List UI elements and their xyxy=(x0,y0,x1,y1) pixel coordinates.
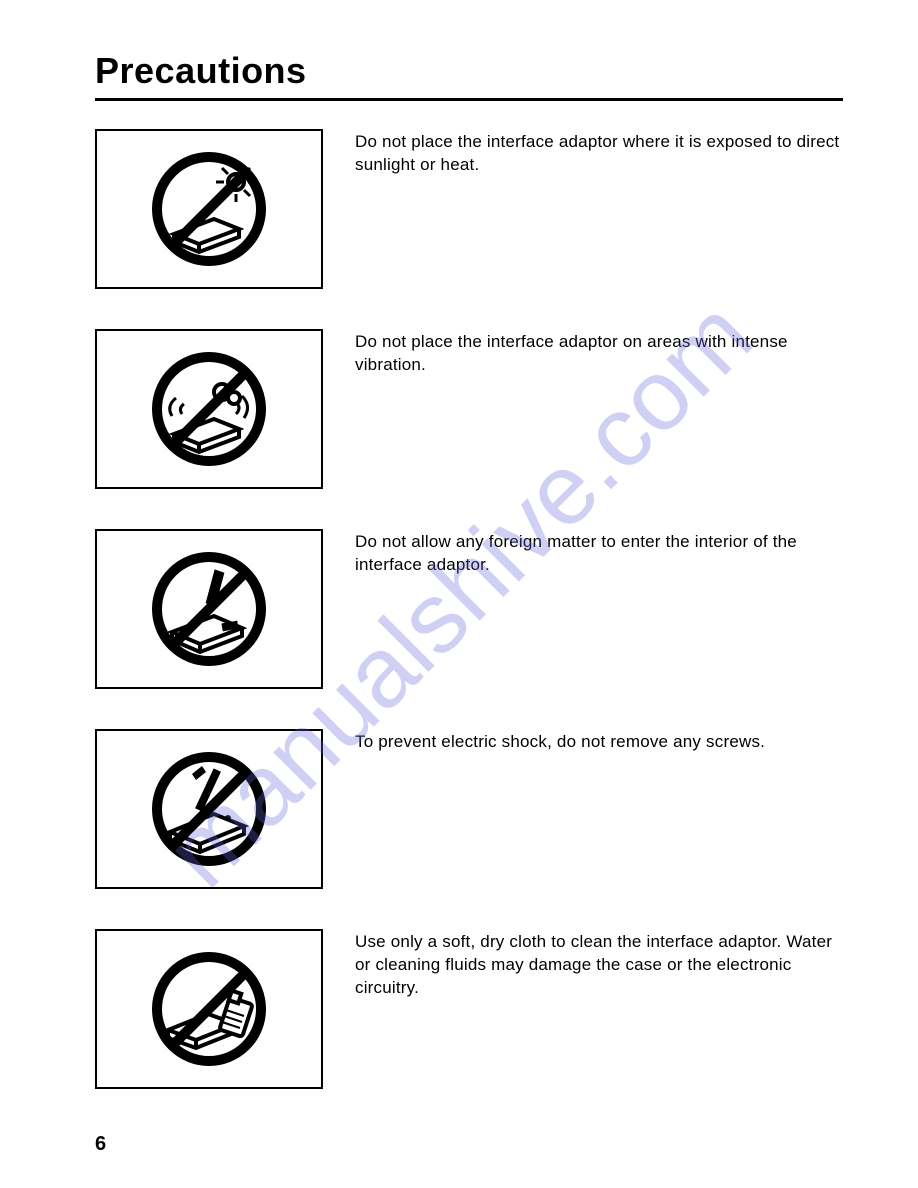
no-foreign-icon xyxy=(144,544,274,674)
precaution-icon-box xyxy=(95,929,323,1089)
precaution-row: Do not allow any foreign matter to enter… xyxy=(95,529,843,689)
no-liquids-icon xyxy=(144,944,274,1074)
precaution-text: Do not place the interface adaptor where… xyxy=(355,129,843,177)
precaution-row: Do not place the interface adaptor on ar… xyxy=(95,329,843,489)
title-rule xyxy=(95,98,843,101)
precaution-text: Use only a soft, dry cloth to clean the … xyxy=(355,929,843,1000)
page-number: 6 xyxy=(95,1133,106,1156)
precaution-text: Do not allow any foreign matter to enter… xyxy=(355,529,843,577)
precaution-row: Use only a soft, dry cloth to clean the … xyxy=(95,929,843,1089)
page-title: Precautions xyxy=(95,50,843,92)
no-screws-icon xyxy=(144,744,274,874)
precaution-icon-box xyxy=(95,329,323,489)
no-vibration-icon xyxy=(144,344,274,474)
precaution-icon-box xyxy=(95,729,323,889)
precaution-row: To prevent electric shock, do not remove… xyxy=(95,729,843,889)
precautions-list: Do not place the interface adaptor where… xyxy=(95,129,843,1089)
no-sunlight-icon xyxy=(144,144,274,274)
precaution-text: Do not place the interface adaptor on ar… xyxy=(355,329,843,377)
precaution-text: To prevent electric shock, do not remove… xyxy=(355,729,843,754)
precaution-icon-box xyxy=(95,129,323,289)
precaution-row: Do not place the interface adaptor where… xyxy=(95,129,843,289)
precaution-icon-box xyxy=(95,529,323,689)
